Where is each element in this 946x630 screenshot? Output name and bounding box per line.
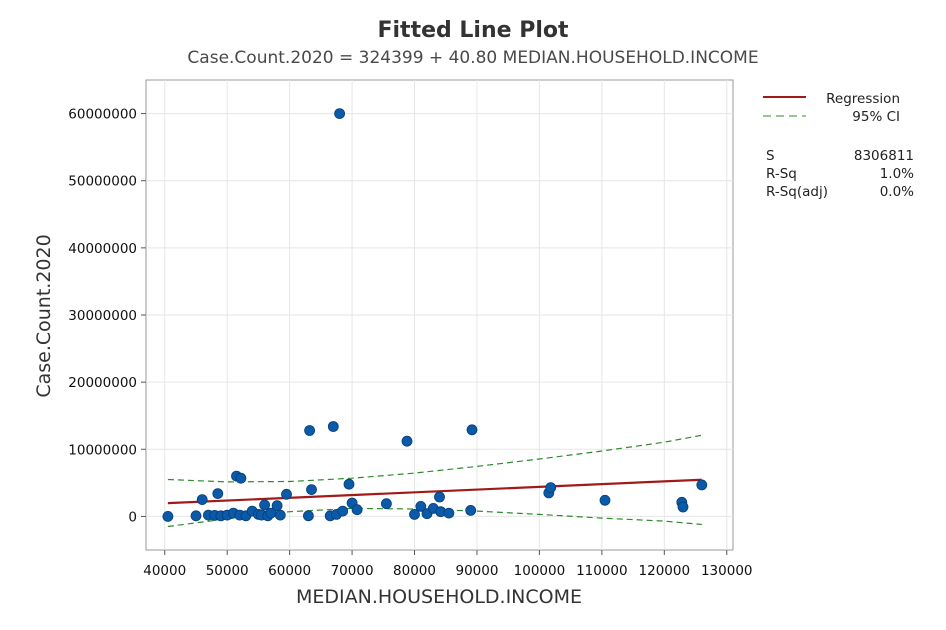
y-tick-label: 40000000 [68,241,137,257]
stat-s-value: 8306811 [854,148,914,164]
ci-upper-line [167,434,702,483]
x-tick-label: 50000 [206,563,249,579]
data-point [443,507,455,519]
stat-rsq-value: 1.0% [880,166,914,182]
y-tick-label: 20000000 [68,375,137,391]
data-points [162,108,708,522]
data-point [351,504,363,516]
data-point [281,488,292,500]
x-tick-label: 80000 [393,563,436,579]
data-point [304,425,316,436]
data-point [466,424,478,436]
data-point [343,478,355,490]
data-point [259,499,271,511]
x-tick-label: 70000 [331,563,374,579]
data-point [337,505,349,517]
x-tick-label: 40000 [143,563,186,579]
stat-rsq-adj-name: R-Sq(adj) [766,184,828,200]
data-point [545,482,557,494]
regression-line [167,478,702,505]
y-tick-label: 50000000 [68,174,137,190]
x-tick-label: 60000 [268,563,311,579]
legend: Regression 95% CI S 8306811 R-Sq 1.0% R-… [763,91,914,200]
data-point [401,435,413,447]
x-tick-label: 110000 [576,563,628,579]
data-point [212,488,224,500]
data-point [677,501,689,513]
legend-ci-label: 95% CI [852,109,900,125]
x-axis-ticks: 40000 50000 60000 70000 80000 90000 100000 1100… [143,550,753,579]
y-tick-label: 30000000 [68,308,137,324]
data-point [434,491,445,503]
data-point [334,108,346,119]
stat-rsq-name: R-Sq [766,166,797,182]
data-point [190,510,202,522]
data-point [465,504,477,516]
data-point [235,472,247,484]
stat-s-name: S [766,148,775,164]
data-point [162,511,174,522]
legend-regression-label: Regression [826,91,900,107]
data-point [327,421,339,432]
y-axis-label: Case.Count.2020 [33,234,55,397]
data-point [380,498,392,510]
data-point [696,479,708,491]
x-tick-label: 90000 [455,563,498,579]
data-point [271,500,283,512]
data-point [196,494,208,506]
x-tick-label: 100000 [514,563,566,579]
data-point [274,509,286,521]
x-tick-label: 120000 [639,563,691,579]
y-tick-label: 10000000 [68,442,137,458]
x-axis-label: MEDIAN.HOUSEHOLD.INCOME [296,586,582,608]
chart-title: Fitted Line Plot [377,18,569,43]
data-point [409,509,420,520]
y-tick-label: 60000000 [68,107,137,123]
gridlines [146,80,733,550]
x-tick-label: 130000 [701,563,753,579]
data-point [306,484,317,496]
data-point [415,500,427,512]
data-point [302,510,314,522]
data-point [599,494,611,506]
stat-rsq-adj-value: 0.0% [880,184,914,200]
y-axis-ticks: 0 10000000 20000000 30000000 40000000 5000000… [68,107,146,525]
regression-line-group [167,478,702,505]
y-tick-label: 0 [128,509,137,525]
chart-subtitle: Case.Count.2020 = 324399 + 40.80 MEDIAN.… [187,48,758,68]
